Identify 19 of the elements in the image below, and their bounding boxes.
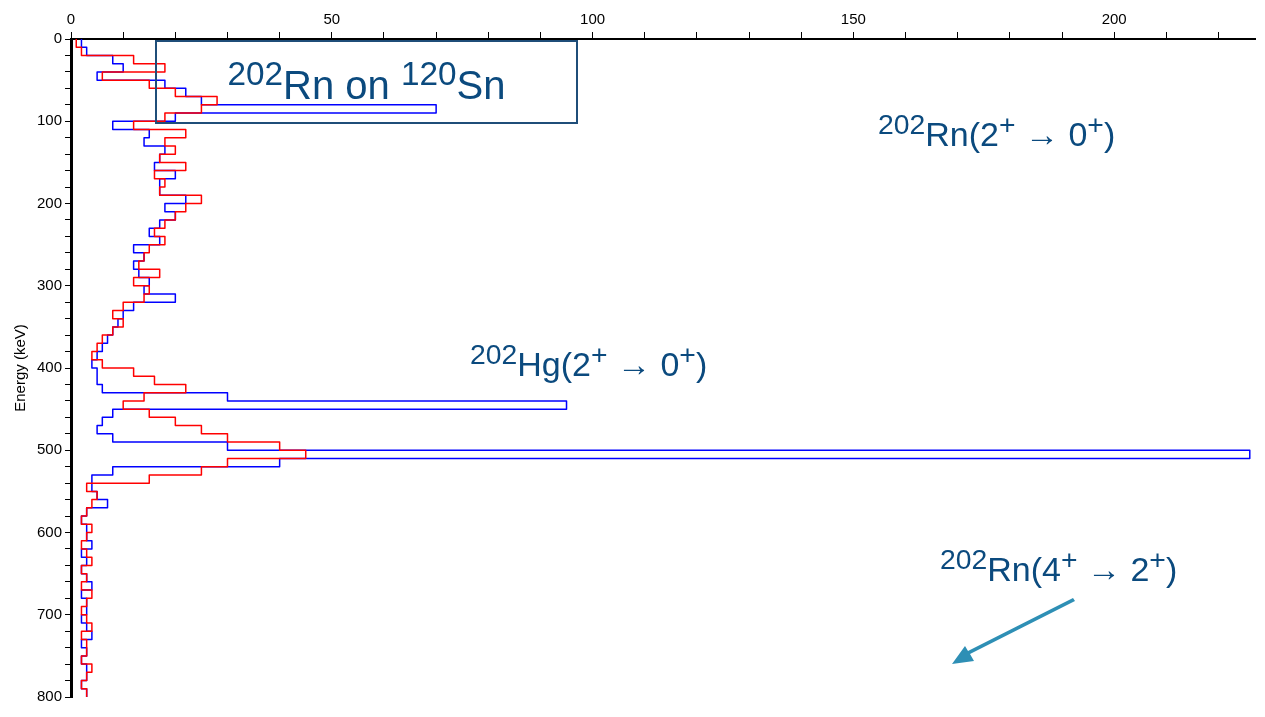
x-tick-label: 150 (840, 10, 866, 28)
x-tick-label: 200 (1101, 10, 1127, 28)
y-tick-label: 500 (37, 440, 63, 458)
annotation: $^{202}$Rn(4$^{+}$ → 2$^{+}$) (940, 543, 1178, 590)
x-tick-label: 0 (66, 10, 76, 28)
y-tick-label: 300 (37, 275, 63, 293)
y-axis-title: Energy (keV) (11, 324, 29, 412)
annotation: $^{202}$Rn on $^{120}$Sn (227, 55, 506, 109)
y-tick-label: 800 (37, 687, 63, 705)
y-tick-label: 0 (53, 29, 63, 47)
y-tick-label: 200 (37, 193, 63, 211)
y-tick-label: 400 (37, 358, 63, 376)
annotation: $^{202}$Rn(2$^{+}$ → 0$^{+}$) (878, 108, 1116, 155)
annotation: $^{202}$Hg(2$^{+}$ → 0$^{+}$) (470, 338, 708, 385)
x-tick-label: 100 (580, 10, 606, 28)
y-tick-label: 700 (37, 604, 63, 622)
x-tick-label: 50 (323, 10, 341, 28)
y-tick-label: 100 (37, 111, 63, 129)
y-tick-label: 600 (37, 522, 63, 540)
